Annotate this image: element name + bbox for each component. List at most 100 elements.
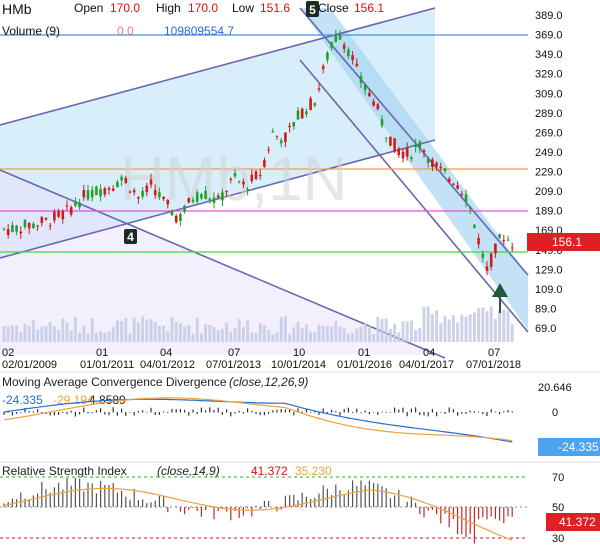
volume-bar xyxy=(157,326,161,342)
macd-hist-bar xyxy=(83,407,85,413)
volume-bar xyxy=(443,316,447,342)
upper-channel-fill xyxy=(0,8,435,258)
candle-body xyxy=(32,223,35,229)
candle-body xyxy=(494,243,497,254)
volume-bar xyxy=(334,320,338,342)
volume-bar xyxy=(317,324,321,342)
volume-bar xyxy=(183,326,187,342)
macd-hist-bar xyxy=(478,411,480,413)
time-tick-label: 02 xyxy=(2,347,14,359)
candle-body xyxy=(229,178,233,180)
candle-body xyxy=(99,189,102,197)
macd-pane[interactable]: Moving Average Convergence Divergence (c… xyxy=(2,375,600,456)
volume-bar xyxy=(216,330,220,342)
candle-body xyxy=(422,150,426,153)
volume-bar xyxy=(372,333,376,342)
volume-bar xyxy=(69,330,73,342)
candle-body xyxy=(473,224,476,228)
volume-bar xyxy=(493,318,497,342)
volume-bar xyxy=(414,329,418,342)
candle-body xyxy=(36,225,39,227)
macd-hist-bar xyxy=(398,409,400,413)
candle-body xyxy=(128,191,132,193)
macd-hist-bar xyxy=(444,412,446,414)
macd-hist-bar xyxy=(129,412,131,413)
macd-hist-bar xyxy=(41,412,43,414)
candle-body xyxy=(401,151,405,159)
candle-body xyxy=(351,55,354,60)
macd-hist-bar xyxy=(150,407,152,413)
time-tick-label: 04/01/2017 xyxy=(399,359,454,371)
rsi-histogram xyxy=(3,477,513,544)
candle-body xyxy=(44,218,48,220)
volume-bar xyxy=(300,328,304,342)
rsi-title: Relative Strength Index xyxy=(2,464,127,478)
candle-body xyxy=(288,125,291,128)
macd-hist-bar xyxy=(461,412,463,414)
macd-hist-bar xyxy=(347,407,349,413)
volume-bar xyxy=(418,327,422,342)
volume-bar xyxy=(477,308,481,342)
candle-body xyxy=(431,159,434,167)
macd-hist-bar xyxy=(28,411,30,413)
time-tick-label: 02/01/2009 xyxy=(2,359,57,371)
candle-body xyxy=(132,190,136,193)
macd-hist-bar xyxy=(116,412,118,416)
candle-body xyxy=(397,148,401,156)
volume-bar xyxy=(304,324,308,342)
candle-body xyxy=(477,237,480,245)
volume-bar xyxy=(279,316,283,342)
volume-bar xyxy=(246,320,250,342)
volume-bar xyxy=(145,319,149,342)
candle-body xyxy=(447,178,451,182)
macd-hist-bar xyxy=(284,409,286,413)
candle-body xyxy=(321,66,325,70)
macd-hist-bar xyxy=(3,412,5,415)
candle-body xyxy=(250,174,254,182)
volume-bar xyxy=(103,332,107,342)
candle-body xyxy=(464,194,468,202)
macd-hist-bar xyxy=(112,407,114,413)
time-tick-label: 01 xyxy=(358,347,370,359)
macd-hist-bar xyxy=(171,408,173,413)
watermark: HMb,1N xyxy=(120,145,347,214)
wave-5-badge xyxy=(306,1,319,17)
time-tick-label: 07/01/2018 xyxy=(466,359,521,371)
volume-bar xyxy=(73,316,77,342)
macd-hist-bar xyxy=(158,412,160,415)
price-pane[interactable]: HMb,1N 4 5 389.0 369.0 349.0 329.0 309.0 289.… xyxy=(0,1,600,371)
candle-body xyxy=(468,206,472,209)
macd-hist-bar xyxy=(95,410,97,413)
candle-body xyxy=(284,132,287,143)
volume-label: Volume (9) xyxy=(2,24,61,38)
macd-hist-bar xyxy=(297,408,299,413)
macd-hist-bar xyxy=(448,407,450,413)
macd-hist-bar xyxy=(352,412,354,413)
volume-bar xyxy=(82,325,86,342)
candle-body xyxy=(263,160,266,167)
candle-body xyxy=(111,188,115,191)
volume-bar xyxy=(489,306,493,342)
buy-arrow-icon xyxy=(492,283,508,297)
rsi-pane[interactable]: Relative Strength Index (close,14,9) 41.… xyxy=(0,464,600,545)
macd-hist-bar xyxy=(343,409,345,413)
candle-body xyxy=(61,210,65,220)
time-tick-label: 04 xyxy=(423,347,435,359)
macd-hist-bar xyxy=(377,412,379,415)
volume-bar xyxy=(435,310,439,342)
candle-body xyxy=(90,189,94,198)
time-axis: 0202/01/20090101/01/20110404/01/20120707… xyxy=(2,347,521,371)
candle-body xyxy=(120,176,123,181)
candle-body xyxy=(82,190,86,198)
volume-bar xyxy=(191,333,195,342)
close-label: Close xyxy=(318,1,349,15)
volume-bar xyxy=(23,324,27,342)
candle-body xyxy=(300,108,304,119)
macd-hist-bar xyxy=(137,410,139,413)
candle-body xyxy=(426,158,430,163)
candle-body xyxy=(279,140,283,144)
macd-hist-bar xyxy=(373,412,375,413)
macd-hist-bar xyxy=(431,408,433,413)
wave-4-label: 4 xyxy=(127,230,134,244)
